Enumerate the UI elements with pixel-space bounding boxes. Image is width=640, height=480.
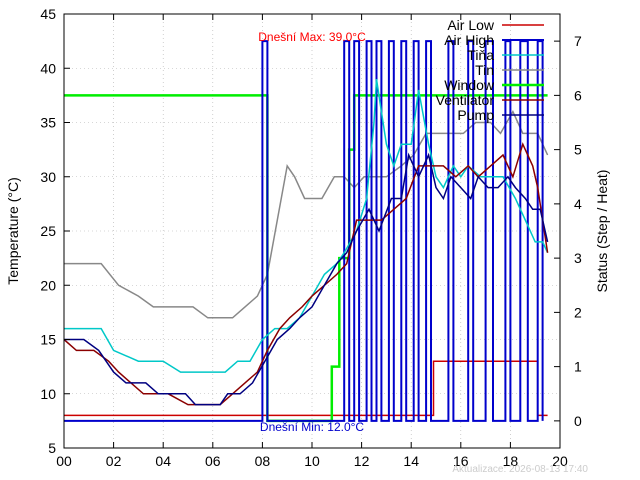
series-line-tin (64, 109, 549, 319)
x-tick-label: 10 (304, 453, 320, 469)
y-tick-label: 5 (48, 440, 56, 456)
y-tick-label: 45 (40, 6, 56, 22)
y-tick-label: 40 (40, 60, 56, 76)
max-temperature-annotation: Dnešní Max: 39.0°C (258, 30, 366, 44)
legend-label: Air Low (447, 17, 495, 33)
x-tick-label: 14 (403, 453, 419, 469)
legend-label: Air High (444, 32, 494, 48)
x-tick-label: 00 (56, 453, 72, 469)
legend-label: Ventilator (436, 92, 495, 108)
y2-axis-label: Status (Step / Heat) (594, 170, 610, 293)
x-tick-label: 18 (503, 453, 519, 469)
y-tick-label: 30 (40, 169, 56, 185)
axis-ticks: 00 02 04 06 08 10 12 14 16 18 20510152025303540450… (40, 6, 582, 469)
y-tick-label: 35 (40, 115, 56, 131)
x-tick-label: 04 (155, 453, 171, 469)
legend-label: Tiňa (467, 47, 494, 63)
x-tick-label: 08 (255, 453, 271, 469)
y-tick-label: 15 (40, 332, 56, 348)
min-temperature-annotation: Dnešní Min: 12.0°C (260, 420, 365, 434)
legend-label: Window (444, 77, 495, 93)
y2-tick-label: 3 (574, 250, 582, 266)
x-tick-label: 06 (205, 453, 221, 469)
x-tick-label: 12 (354, 453, 370, 469)
x-tick-label: 16 (453, 453, 469, 469)
y2-tick-label: 5 (574, 142, 582, 158)
y2-tick-label: 4 (574, 196, 582, 212)
y-tick-label: 10 (40, 386, 56, 402)
y2-tick-label: 0 (574, 413, 582, 429)
y2-tick-label: 2 (574, 304, 582, 320)
x-tick-label: 20 (552, 453, 568, 469)
legend-label: Tin (475, 62, 494, 78)
series-line-ti-a (64, 78, 549, 373)
y2-tick-label: 7 (574, 33, 582, 49)
series-line-air-high (64, 40, 544, 422)
y-tick-label: 20 (40, 277, 56, 293)
series-lines (63, 40, 549, 423)
y2-tick-label: 1 (574, 359, 582, 375)
y-axis-label: Temperature (°C) (5, 177, 21, 285)
legend-label: Pump (457, 107, 494, 123)
y-tick-label: 25 (40, 223, 56, 239)
series-line-ventilator (63, 142, 549, 406)
series-line-pump (64, 152, 549, 406)
update-timestamp: Aktualizace: 2026-08-13 17:40 (452, 464, 588, 475)
y2-tick-label: 6 (574, 87, 582, 103)
x-tick-label: 02 (106, 453, 122, 469)
